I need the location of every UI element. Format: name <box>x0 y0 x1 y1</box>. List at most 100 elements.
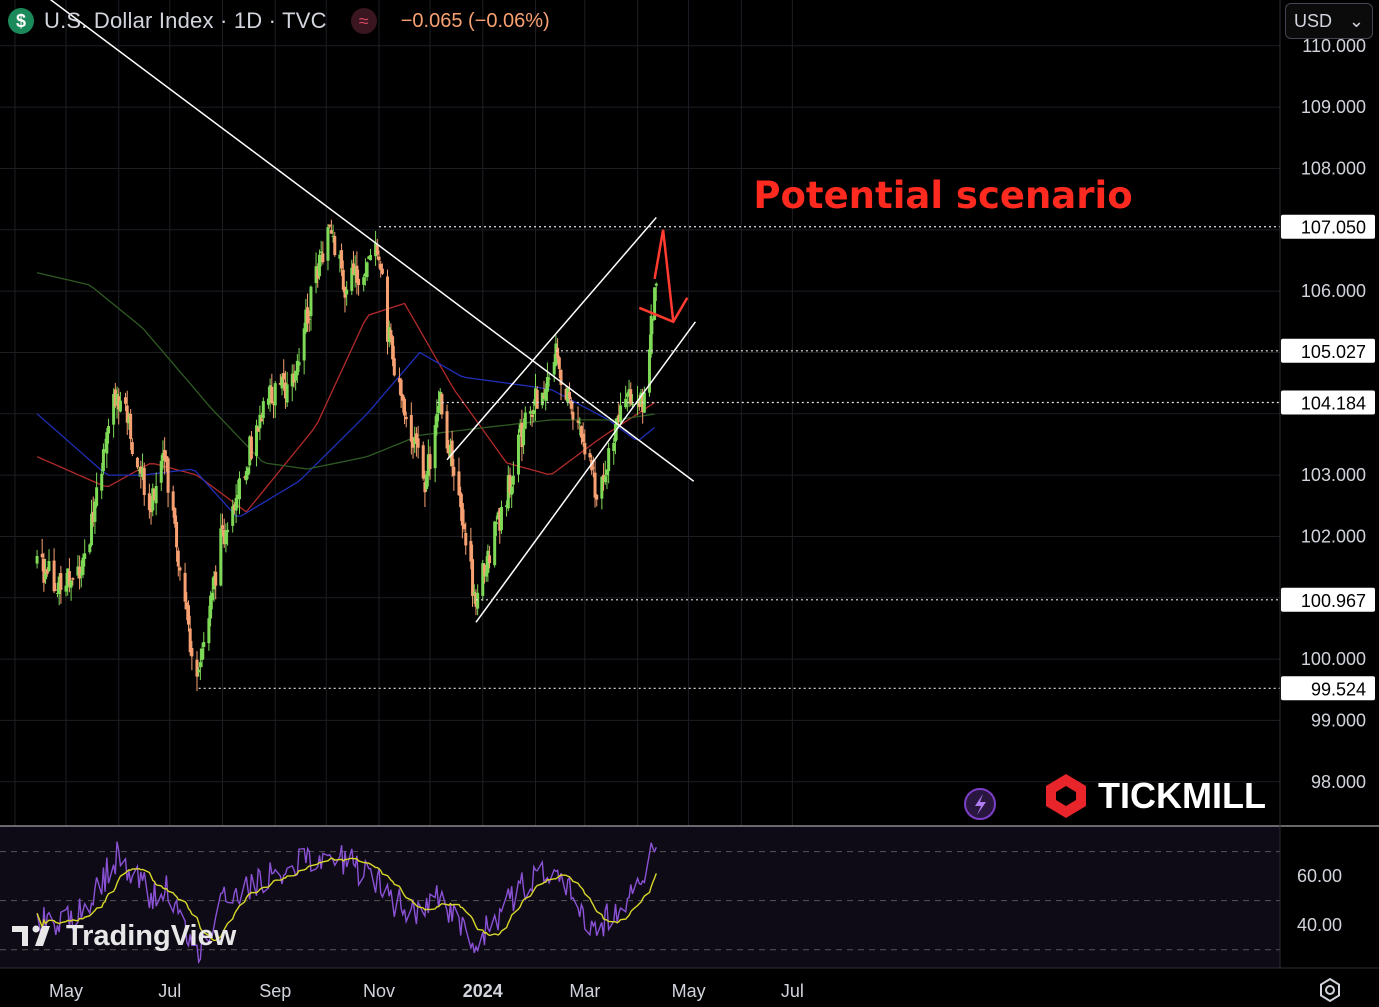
candle-body <box>173 508 177 524</box>
candle-body <box>88 544 92 553</box>
price-line-label: 104.184 <box>1301 393 1366 413</box>
price-tick-label: 110.000 <box>1302 36 1366 56</box>
candle-body <box>185 602 189 610</box>
time-tick-label: Nov <box>363 981 395 1001</box>
candle-body <box>76 566 80 576</box>
candle-body <box>353 268 357 276</box>
candle-body <box>130 442 134 454</box>
candle-body <box>625 393 629 397</box>
price-tick-label: 103.000 <box>1301 465 1366 485</box>
candle-body <box>386 276 390 342</box>
lightning-bolt <box>975 794 986 815</box>
trendlines[interactable] <box>30 0 697 623</box>
candle-body <box>319 251 323 254</box>
candle-body <box>547 378 551 380</box>
annotation-potential-scenario: Potential scenario <box>753 174 1132 217</box>
tradingview-logo-slash <box>35 926 50 946</box>
candle-body <box>377 256 381 261</box>
candle-body <box>214 571 218 586</box>
candle-body <box>260 418 264 422</box>
candle-body <box>351 263 355 275</box>
candle-body <box>202 641 206 647</box>
candle-body <box>516 434 520 475</box>
price-line-label-bg <box>1281 214 1375 239</box>
price-line-label-bg <box>1281 338 1375 363</box>
candle-body <box>44 573 48 580</box>
candle-body <box>426 454 430 477</box>
candle-body <box>198 662 202 668</box>
candle-body <box>508 474 512 494</box>
candle-body <box>647 349 651 393</box>
overlay-annotations: Potential scenario TICKMILL TradingView <box>12 174 1266 952</box>
rsi-background <box>0 826 1280 968</box>
candle-body <box>197 669 201 673</box>
price-tick-label: 106.000 <box>1301 281 1366 301</box>
candle-body <box>249 436 253 459</box>
trendline <box>475 321 697 623</box>
candle-body <box>481 563 485 596</box>
candle-body <box>292 373 296 383</box>
price-axis[interactable]: 110.000 109.000 108.000 106.000 103.000 102.0… <box>1279 0 1375 968</box>
price-change: −0.065 (−0.06%) <box>400 9 550 32</box>
candle-body <box>462 524 466 530</box>
candle-body <box>90 513 94 546</box>
symbol-title[interactable]: U.S. Dollar Index · 1D · TVC <box>44 8 327 33</box>
candle-body <box>314 266 318 284</box>
candle-body <box>118 400 122 412</box>
candle-body <box>520 422 524 448</box>
candle-body <box>612 442 616 451</box>
candle-body <box>615 418 619 426</box>
candle-body <box>619 405 623 422</box>
candle-body <box>469 540 473 562</box>
candle-body <box>340 250 344 269</box>
candle-body <box>91 511 95 522</box>
candle-body <box>212 576 216 590</box>
price-line-label-bg <box>1281 587 1375 612</box>
candle-body <box>637 403 641 407</box>
candle-body <box>270 386 274 404</box>
candle-body <box>605 469 609 476</box>
price-tick-label: 98.000 <box>1311 772 1366 792</box>
candle-body <box>416 438 420 448</box>
candle-body <box>564 388 568 400</box>
candle-body <box>234 497 238 511</box>
candle-body <box>258 414 262 429</box>
candle-body <box>304 309 308 333</box>
candle-body <box>210 592 214 601</box>
scenario-arrow <box>653 229 675 322</box>
candle-body <box>219 528 223 586</box>
candle-body <box>321 253 325 263</box>
settings-icon[interactable] <box>1316 976 1344 1004</box>
price-line-label: 99.524 <box>1311 679 1366 699</box>
candle-body <box>425 474 429 489</box>
candle-body <box>52 560 56 592</box>
horizontal-price-lines[interactable] <box>198 226 1280 689</box>
candle-body <box>221 525 224 530</box>
candle-body <box>642 392 646 413</box>
candle-body <box>559 369 563 385</box>
candle-body <box>280 376 284 389</box>
candle-body <box>499 506 503 531</box>
candle-body <box>459 492 463 508</box>
candle-body <box>42 558 46 583</box>
candle-body <box>448 444 452 458</box>
trendline <box>49 0 695 482</box>
wave-icon[interactable]: ≈ <box>350 8 377 34</box>
candle-body <box>333 236 337 256</box>
candle-body <box>331 235 335 237</box>
candle-body <box>629 389 633 404</box>
candle-body <box>363 273 367 277</box>
candle-body <box>600 476 604 499</box>
candle-body <box>266 398 270 405</box>
tradingview-logo-icon <box>12 926 28 946</box>
candle-body <box>472 591 476 594</box>
currency-select[interactable]: USD ⌄ <box>1285 3 1373 39</box>
candle-body <box>236 494 240 499</box>
candle-body <box>607 448 611 472</box>
candle-body <box>268 385 272 402</box>
price-line-label: 107.050 <box>1301 218 1366 238</box>
candle-body <box>154 485 158 504</box>
candle-body <box>248 436 252 466</box>
time-axis[interactable]: May Jul Sep Nov 2024 Mar May Jul <box>0 967 1379 1001</box>
